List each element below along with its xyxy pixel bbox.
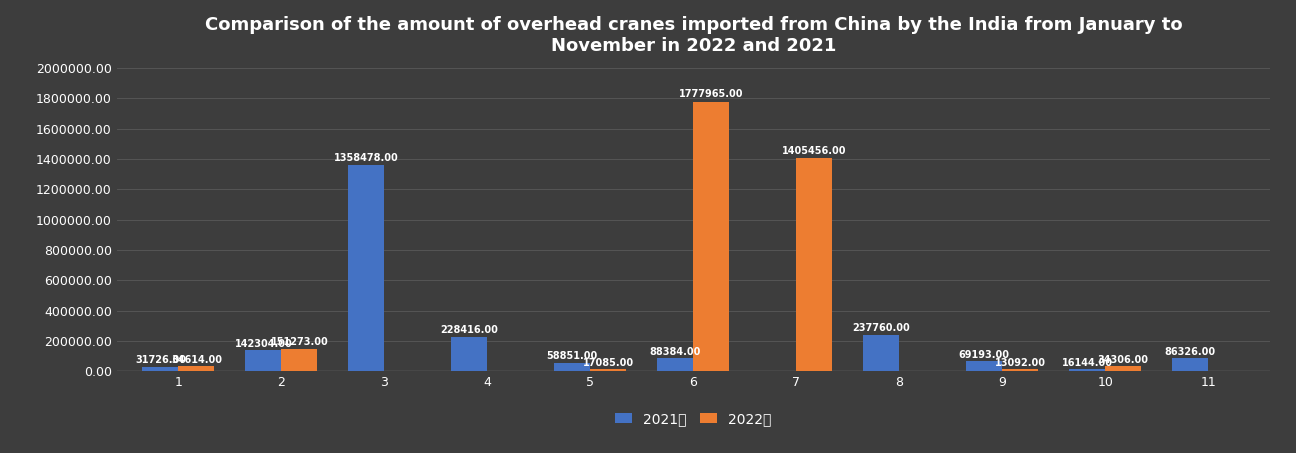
Text: 34306.00: 34306.00 bbox=[1098, 355, 1148, 365]
Bar bbox=[555, 362, 591, 371]
Bar bbox=[693, 101, 730, 371]
Text: 88384.00: 88384.00 bbox=[649, 347, 701, 357]
Text: 86326.00: 86326.00 bbox=[1165, 347, 1216, 357]
Text: 1405456.00: 1405456.00 bbox=[781, 146, 846, 156]
Bar bbox=[1105, 366, 1142, 371]
Legend: 2021年, 2022年: 2021年, 2022年 bbox=[609, 406, 778, 431]
Text: 13092.00: 13092.00 bbox=[995, 358, 1046, 368]
Text: 142304.00: 142304.00 bbox=[235, 339, 293, 349]
Text: 228416.00: 228416.00 bbox=[441, 324, 498, 334]
Bar bbox=[179, 366, 214, 371]
Bar bbox=[349, 165, 385, 371]
Bar bbox=[1173, 358, 1208, 371]
Bar bbox=[245, 350, 281, 371]
Bar bbox=[1069, 369, 1105, 371]
Text: 151273.00: 151273.00 bbox=[271, 337, 328, 347]
Text: 1777965.00: 1777965.00 bbox=[679, 89, 744, 99]
Text: 16144.00: 16144.00 bbox=[1061, 358, 1113, 368]
Bar bbox=[657, 358, 693, 371]
Text: 69193.00: 69193.00 bbox=[959, 350, 1010, 360]
Bar bbox=[967, 361, 1002, 371]
Text: 34614.00: 34614.00 bbox=[171, 355, 222, 365]
Text: 58851.00: 58851.00 bbox=[547, 352, 597, 361]
Title: Comparison of the amount of overhead cranes imported from China by the India fro: Comparison of the amount of overhead cra… bbox=[205, 16, 1182, 55]
Bar bbox=[281, 348, 318, 371]
Bar bbox=[863, 335, 899, 371]
Bar bbox=[1002, 370, 1038, 371]
Text: 17085.00: 17085.00 bbox=[583, 358, 634, 368]
Text: 31726.00: 31726.00 bbox=[135, 356, 185, 366]
Bar bbox=[591, 369, 626, 371]
Bar bbox=[143, 366, 179, 371]
Text: 1358478.00: 1358478.00 bbox=[334, 153, 399, 163]
Bar bbox=[796, 158, 832, 371]
Bar bbox=[451, 337, 487, 371]
Text: 237760.00: 237760.00 bbox=[853, 323, 910, 333]
